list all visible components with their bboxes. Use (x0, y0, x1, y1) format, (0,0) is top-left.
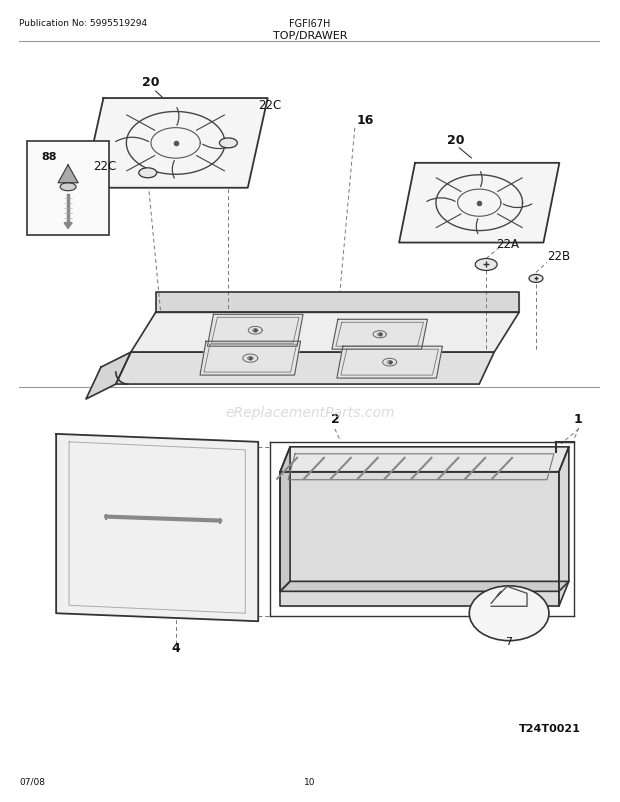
Text: 88: 88 (41, 152, 56, 162)
Polygon shape (332, 320, 427, 350)
Polygon shape (84, 99, 268, 188)
Text: T24T0021: T24T0021 (519, 723, 581, 733)
Polygon shape (131, 313, 519, 353)
Text: 16: 16 (356, 114, 373, 127)
Text: 2: 2 (330, 412, 339, 425)
Polygon shape (86, 353, 131, 399)
Ellipse shape (469, 586, 549, 641)
Polygon shape (280, 448, 569, 472)
Ellipse shape (529, 275, 543, 283)
Polygon shape (559, 448, 569, 606)
Text: 20: 20 (142, 76, 159, 89)
Text: 22B: 22B (547, 250, 570, 263)
Text: 22C: 22C (93, 160, 116, 172)
Ellipse shape (60, 184, 76, 192)
Ellipse shape (476, 259, 497, 271)
Text: 4: 4 (171, 642, 180, 654)
Text: TOP/DRAWER: TOP/DRAWER (273, 31, 347, 41)
Text: FGFI67H: FGFI67H (290, 19, 330, 30)
Text: eReplacementParts.com: eReplacementParts.com (225, 406, 395, 419)
Polygon shape (337, 346, 443, 379)
Polygon shape (208, 315, 303, 346)
Polygon shape (56, 435, 259, 622)
Text: 20: 20 (446, 134, 464, 147)
Polygon shape (200, 342, 301, 375)
Text: 07/08: 07/08 (19, 776, 45, 786)
Ellipse shape (139, 168, 157, 179)
Polygon shape (280, 448, 290, 592)
Polygon shape (156, 293, 519, 313)
Polygon shape (64, 223, 72, 229)
Text: 7: 7 (505, 637, 513, 646)
Text: 10: 10 (304, 776, 316, 786)
Text: Publication No: 5995519294: Publication No: 5995519294 (19, 19, 148, 28)
FancyBboxPatch shape (27, 142, 109, 235)
Text: 22C: 22C (259, 99, 281, 111)
Polygon shape (280, 472, 559, 606)
Polygon shape (399, 164, 559, 243)
Text: 1: 1 (574, 412, 583, 425)
Ellipse shape (219, 139, 237, 148)
Text: 22A: 22A (496, 237, 519, 250)
Polygon shape (116, 353, 494, 385)
Polygon shape (58, 165, 78, 184)
Polygon shape (280, 581, 569, 592)
